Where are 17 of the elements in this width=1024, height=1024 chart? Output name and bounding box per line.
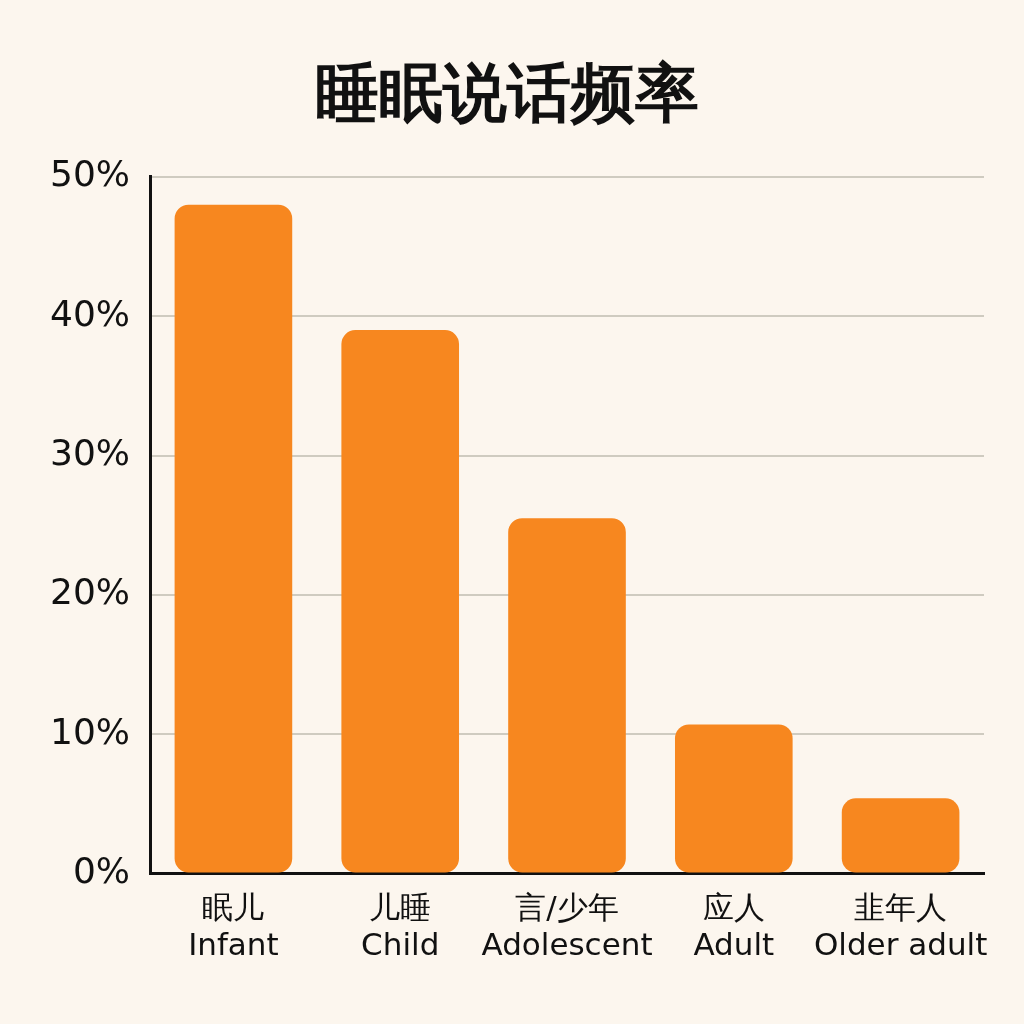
- x-tick-label: 儿睡 Child: [361, 889, 440, 963]
- x-tick-label: 言/少年 Adolescent: [481, 889, 653, 963]
- bar: [341, 330, 460, 873]
- x-tick-label: 应人 Adult: [693, 889, 775, 963]
- bar: [508, 518, 626, 873]
- y-tick-label: 50%: [50, 153, 131, 195]
- bar: [841, 798, 960, 873]
- y-tick-label: 0%: [72, 849, 131, 891]
- y-tick-label: 10%: [50, 710, 131, 752]
- y-tick-label: 30%: [50, 431, 131, 473]
- x-tick-label: 韭年人 Older adult: [813, 889, 988, 963]
- x-tick-label: 眠儿 Infant: [188, 889, 279, 963]
- y-tick-label: 40%: [50, 292, 131, 334]
- bar: [674, 724, 793, 873]
- chart-title: 睡眠说话频率: [315, 56, 699, 131]
- bar: [174, 204, 293, 873]
- y-tick-label: 20%: [50, 571, 131, 613]
